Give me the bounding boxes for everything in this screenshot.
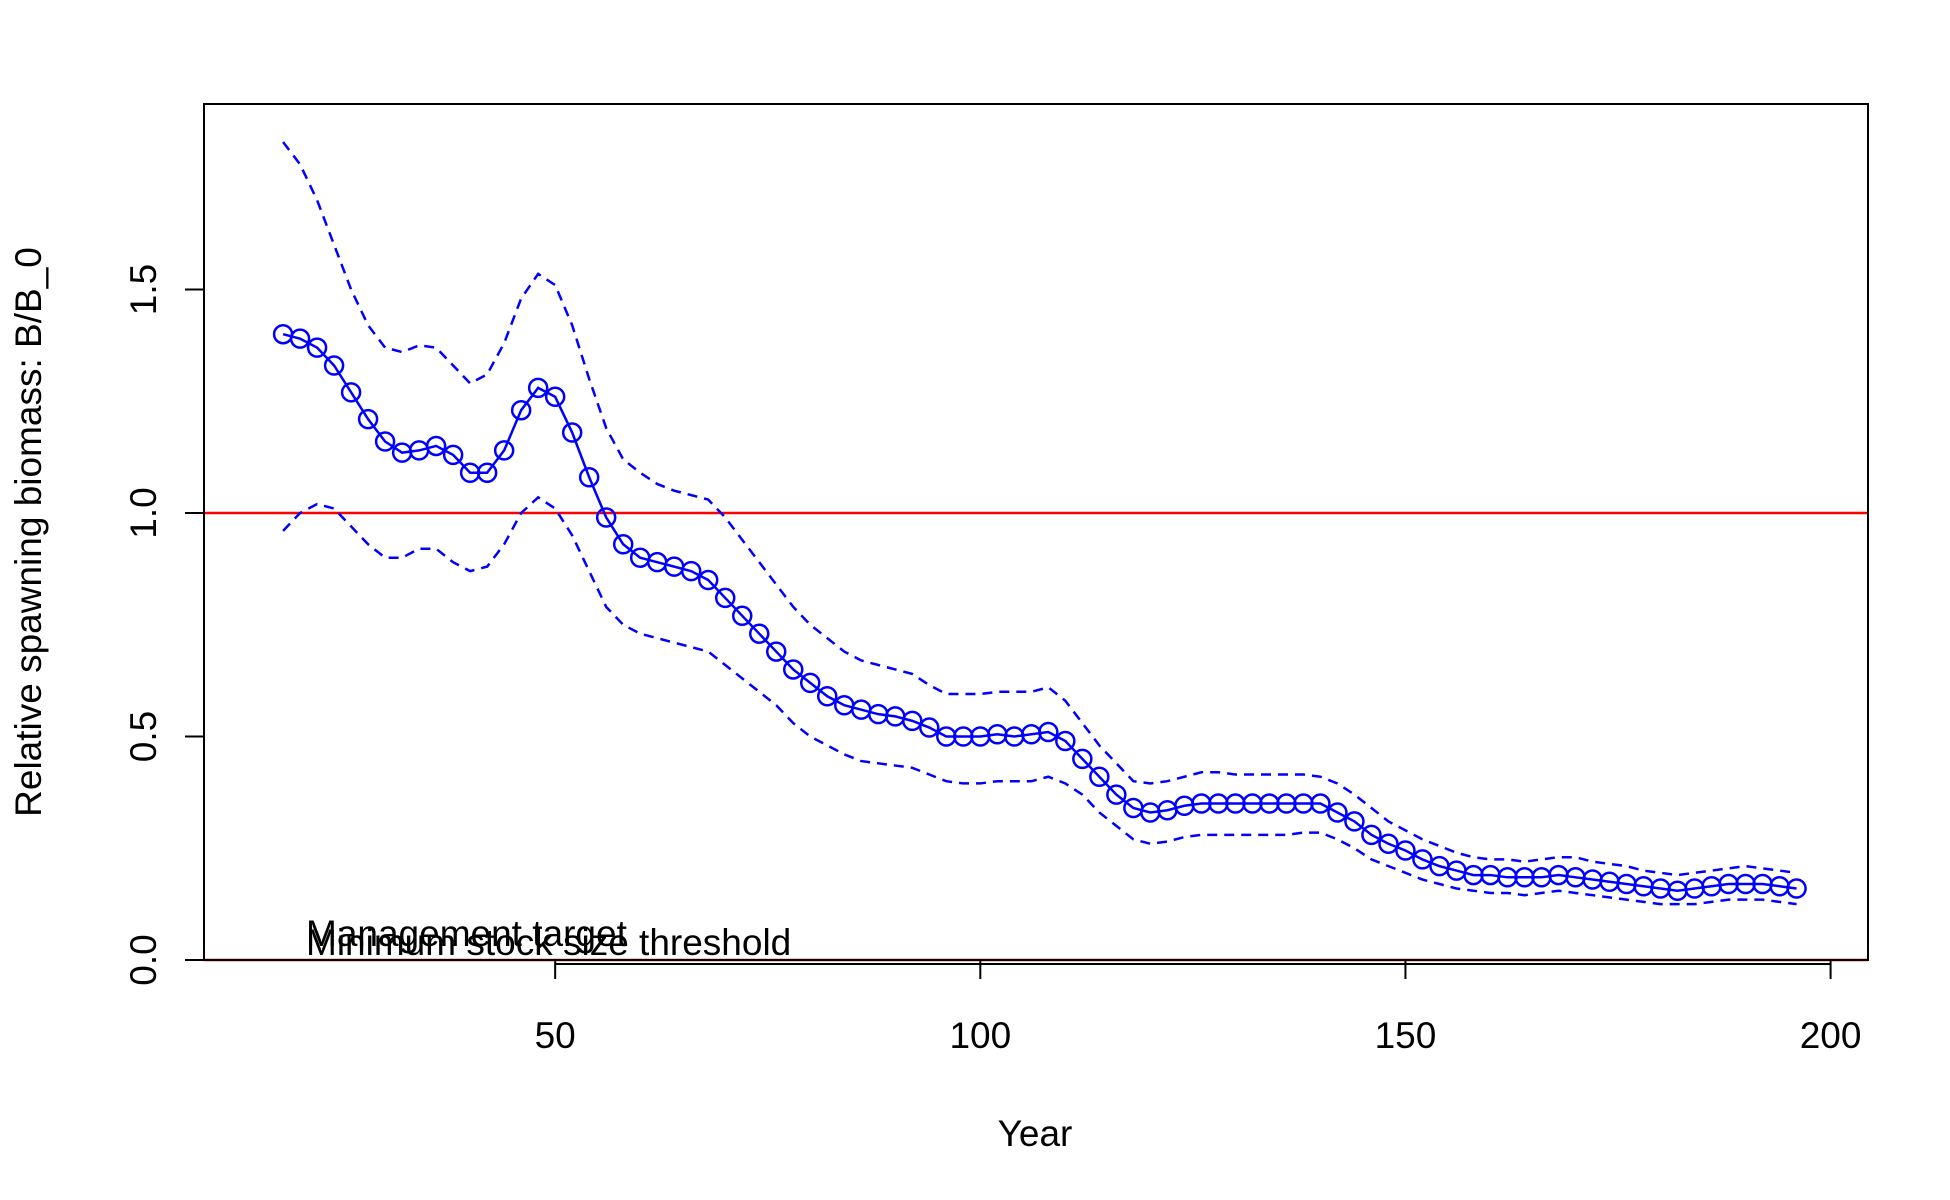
confidence-line <box>282 495 1797 906</box>
x-tick-label: 100 <box>949 1015 1011 1056</box>
point <box>1327 802 1348 823</box>
point <box>680 560 702 582</box>
point <box>340 382 362 403</box>
plot-frame <box>203 103 1869 961</box>
point <box>748 623 770 644</box>
x-tick-label: 200 <box>1800 1015 1862 1056</box>
y-tick-label: 1.0 <box>123 487 164 538</box>
point <box>1106 784 1127 805</box>
point <box>1395 840 1416 861</box>
reference-label: Management target <box>306 913 628 954</box>
point <box>902 710 923 732</box>
point <box>510 399 532 421</box>
point <box>800 672 821 694</box>
point <box>595 507 617 528</box>
point <box>357 408 379 430</box>
x-axis-title: Year <box>998 1113 1073 1154</box>
point <box>765 641 787 662</box>
point <box>374 431 396 452</box>
point <box>1055 730 1076 752</box>
y-tick-label: 0.5 <box>123 711 164 762</box>
point <box>1310 793 1331 814</box>
reference-label: Minimum stock size threshold <box>306 922 791 963</box>
point <box>425 435 447 457</box>
x-tick-label: 50 <box>535 1015 576 1056</box>
point <box>1038 721 1059 743</box>
point <box>1344 811 1365 832</box>
point <box>697 569 719 591</box>
y-tick-label: 1.5 <box>123 264 164 315</box>
point <box>561 422 583 443</box>
point <box>544 386 566 408</box>
point <box>714 587 736 609</box>
point <box>731 605 753 627</box>
y-tick-label: 0.0 <box>123 934 164 985</box>
point <box>1072 748 1093 770</box>
point <box>476 462 498 484</box>
point <box>817 686 838 707</box>
y-axis-title: Relative spawning biomass: B/B_0 <box>8 247 49 817</box>
point <box>527 377 549 399</box>
point <box>289 328 311 349</box>
point <box>323 355 345 376</box>
point <box>1089 766 1110 787</box>
point <box>612 534 634 555</box>
point <box>306 337 328 358</box>
point <box>919 717 940 738</box>
x-tick-label: 150 <box>1375 1015 1437 1056</box>
point <box>1361 824 1382 846</box>
point <box>578 466 600 488</box>
point <box>1786 878 1807 899</box>
point <box>782 659 804 680</box>
point <box>1378 833 1399 855</box>
point <box>442 444 464 466</box>
confidence-line <box>282 141 1797 877</box>
point <box>493 440 515 461</box>
point <box>1412 849 1433 870</box>
